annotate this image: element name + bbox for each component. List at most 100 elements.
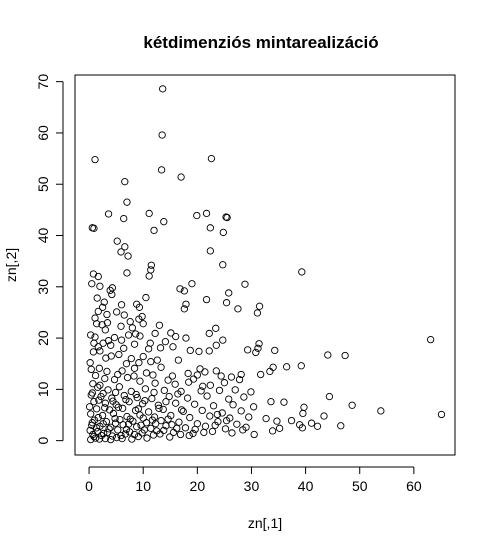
data-point [194, 372, 200, 378]
data-point [202, 423, 208, 429]
y-axis: 010203040506070 [35, 74, 63, 445]
data-point [119, 405, 125, 411]
data-point [119, 368, 125, 374]
data-point [143, 294, 149, 300]
data-point [216, 387, 222, 393]
data-point [172, 400, 178, 406]
data-point [112, 389, 118, 395]
data-point [96, 365, 102, 371]
data-point [118, 323, 124, 329]
data-point [97, 283, 103, 289]
data-point [87, 411, 93, 417]
data-point [314, 423, 320, 429]
x-tick-label: 60 [406, 478, 422, 494]
data-point [256, 341, 262, 347]
data-point [87, 359, 93, 365]
data-point [185, 379, 191, 385]
data-point [196, 348, 202, 354]
data-point [160, 406, 166, 412]
data-point [124, 270, 130, 276]
data-point [163, 398, 169, 404]
y-tick-label: 30 [35, 279, 51, 295]
data-point [288, 417, 294, 423]
data-point [186, 432, 192, 438]
data-point [158, 364, 164, 370]
data-point [152, 380, 158, 386]
y-axis-label: zn[,2] [3, 248, 19, 282]
data-point [118, 302, 124, 308]
data-point [143, 370, 149, 376]
data-point [135, 433, 141, 439]
data-point [104, 319, 110, 325]
data-point [272, 347, 278, 353]
data-point [172, 381, 178, 387]
data-point [228, 374, 234, 380]
data-point [299, 269, 305, 275]
y-tick-label: 60 [35, 125, 51, 141]
data-point [238, 408, 244, 414]
data-point [102, 327, 108, 333]
data-point [226, 290, 232, 296]
data-point [116, 384, 122, 390]
data-point [127, 318, 133, 324]
data-point [109, 291, 115, 297]
data-point [159, 132, 165, 138]
data-point [208, 155, 214, 161]
data-point [93, 406, 99, 412]
data-point [159, 86, 165, 92]
x-tick-label: 40 [298, 478, 314, 494]
x-axis-label: zn[,1] [248, 515, 282, 531]
data-point [251, 431, 257, 437]
data-point [184, 395, 190, 401]
data-point [116, 351, 122, 357]
data-point [257, 371, 263, 377]
data-point [213, 368, 219, 374]
data-point [124, 374, 130, 380]
data-point [92, 156, 98, 162]
data-point [103, 355, 109, 361]
data-point [92, 372, 98, 378]
data-point [241, 394, 247, 400]
data-point [270, 364, 276, 370]
data-point [105, 211, 111, 217]
data-point [86, 404, 92, 410]
data-point [191, 401, 197, 407]
data-point [209, 428, 215, 434]
data-point [89, 281, 95, 287]
data-point [121, 345, 127, 351]
data-point [144, 435, 150, 441]
data-point [187, 347, 193, 353]
y-tick-label: 20 [35, 330, 51, 346]
data-point [123, 361, 129, 367]
data-point [321, 413, 327, 419]
data-point [148, 358, 154, 364]
data-point [298, 363, 304, 369]
data-point [176, 419, 182, 425]
chart-title: kétdimenziós mintarealizáció [143, 33, 378, 52]
data-point [206, 348, 212, 354]
data-points [86, 86, 444, 443]
data-point [199, 407, 205, 413]
data-point [202, 369, 208, 375]
data-point [267, 368, 273, 374]
data-point [220, 337, 226, 343]
data-point [183, 335, 189, 341]
data-point [326, 393, 332, 399]
y-tick-label: 50 [35, 176, 51, 192]
data-point [150, 432, 156, 438]
data-point [156, 322, 162, 328]
data-point [182, 425, 188, 431]
data-point [254, 310, 260, 316]
data-point [100, 340, 106, 346]
data-point [221, 379, 227, 385]
data-point [94, 295, 100, 301]
data-point [218, 373, 224, 379]
data-point [283, 364, 289, 370]
data-point [121, 215, 127, 221]
data-point [201, 429, 207, 435]
data-point [222, 426, 228, 432]
data-point [89, 390, 95, 396]
data-point [269, 428, 275, 434]
data-point [246, 414, 252, 420]
data-point [150, 372, 156, 378]
